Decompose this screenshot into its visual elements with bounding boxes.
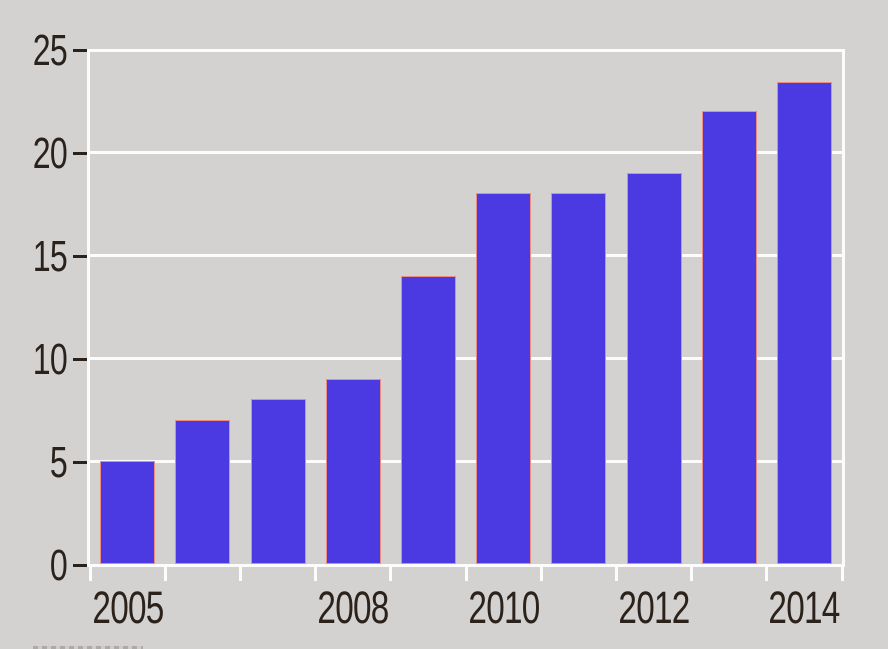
- bar-2012: [626, 172, 682, 564]
- y-axis-tick-label-10: 10: [32, 334, 68, 384]
- x-axis-tick-label-2012: 2012: [618, 582, 690, 633]
- y-axis-tick-label-5: 5: [49, 437, 68, 487]
- bar-2008: [325, 378, 381, 564]
- cropped-text-artifact: [33, 646, 143, 649]
- x-axis-tick-label-2014: 2014: [768, 582, 841, 633]
- y-axis-tick-label-15: 15: [32, 231, 68, 281]
- x-tick-mark-1: [163, 567, 167, 581]
- gridline-10: [90, 356, 842, 360]
- gridline-20: [90, 150, 842, 154]
- bar-2007: [250, 399, 306, 564]
- bar-2013: [701, 110, 757, 564]
- y-tick-mark-0: [73, 564, 87, 567]
- y-tick-mark-10: [73, 358, 87, 361]
- x-axis-tick-label-2005: 2005: [92, 582, 164, 633]
- y-tick-mark-5: [73, 461, 87, 464]
- x-axis-tick-label-2010: 2010: [468, 582, 540, 633]
- bar-2014: [776, 81, 832, 564]
- x-tick-mark-3: [314, 567, 318, 581]
- bar-2009: [400, 275, 456, 564]
- bar-2005: [100, 461, 156, 564]
- x-tick-mark-10: [840, 567, 844, 581]
- y-axis-tick-label-0: 0: [49, 540, 68, 590]
- y-tick-mark-20: [73, 152, 87, 155]
- y-axis-tick-label-25: 25: [32, 25, 68, 75]
- x-tick-mark-0: [88, 567, 92, 581]
- x-tick-mark-7: [614, 567, 618, 581]
- bar-2010: [476, 193, 532, 564]
- gridline-5: [90, 459, 842, 463]
- plot-area: [90, 52, 842, 564]
- x-tick-mark-4: [389, 567, 393, 581]
- bar-2011: [551, 193, 607, 564]
- x-tick-mark-2: [238, 567, 242, 581]
- y-tick-mark-25: [73, 49, 87, 52]
- y-axis-tick-label-20: 20: [32, 128, 68, 178]
- x-tick-mark-5: [464, 567, 468, 581]
- x-axis-tick-label-2008: 2008: [317, 582, 390, 633]
- bar-2006: [175, 419, 231, 564]
- y-tick-mark-15: [73, 255, 87, 258]
- x-tick-mark-9: [765, 567, 769, 581]
- x-tick-mark-6: [539, 567, 543, 581]
- plot-border-box: [87, 49, 845, 567]
- x-tick-mark-8: [690, 567, 694, 581]
- gridline-15: [90, 253, 842, 257]
